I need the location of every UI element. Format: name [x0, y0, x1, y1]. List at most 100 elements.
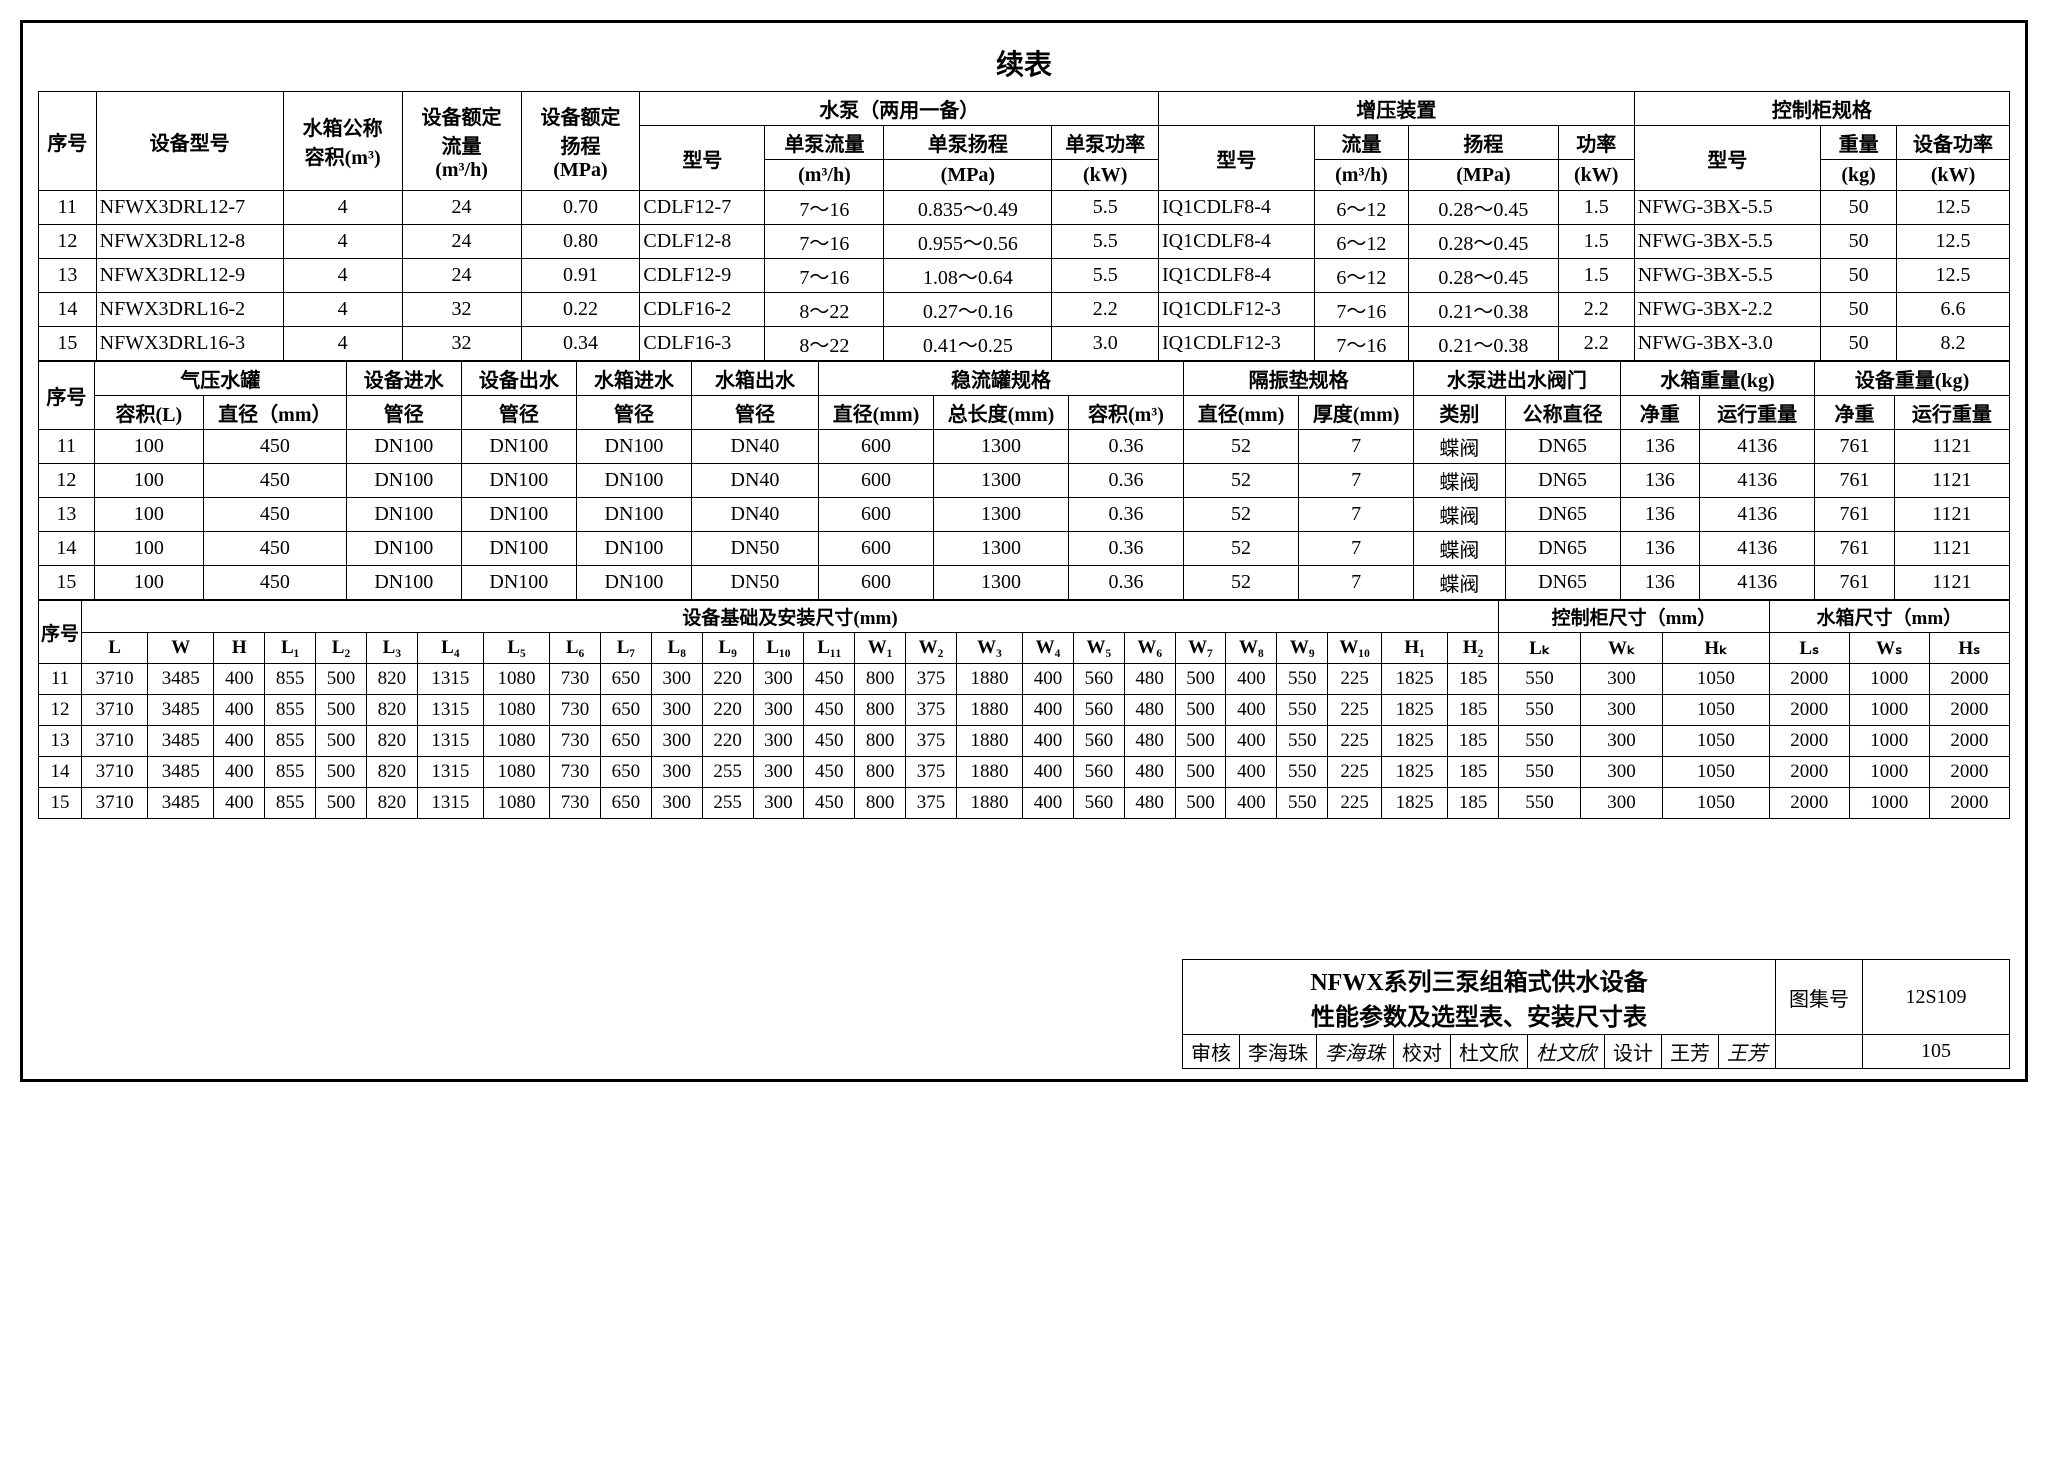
- cell: 1880: [956, 788, 1022, 819]
- cell: 2000: [1929, 757, 2009, 788]
- page-spacer: [1776, 1035, 1863, 1069]
- h2-in: 设备进水: [346, 362, 461, 396]
- h2-pad: 隔振垫规格: [1184, 362, 1414, 396]
- cell: 761: [1815, 532, 1895, 566]
- cell: 12.5: [1897, 259, 2010, 293]
- cell: 136: [1620, 430, 1700, 464]
- cell: 1050: [1662, 726, 1769, 757]
- cell: 300: [651, 664, 702, 695]
- cell: 500: [316, 757, 367, 788]
- cell: 0.80: [521, 225, 640, 259]
- cell: 1825: [1382, 695, 1448, 726]
- cell: 24: [402, 191, 521, 225]
- cell: NFWG-3BX-3.0: [1634, 327, 1820, 361]
- h3-tank: 水箱尺寸（mm）: [1769, 601, 2009, 633]
- cell: 560: [1073, 726, 1124, 757]
- dim-col: L₃: [366, 633, 417, 664]
- cell: 400: [1226, 757, 1277, 788]
- cell: 761: [1815, 566, 1895, 600]
- cell: 1.5: [1558, 225, 1634, 259]
- cell: 13: [39, 259, 97, 293]
- cell: 3485: [148, 726, 214, 757]
- cell: 1825: [1382, 757, 1448, 788]
- cell: 820: [366, 726, 417, 757]
- cell: 1121: [1894, 532, 2009, 566]
- cell: 11: [39, 191, 97, 225]
- cell: 1315: [417, 726, 483, 757]
- h2-vt: 类别: [1414, 396, 1505, 430]
- cell: 855: [265, 757, 316, 788]
- h-dp: 设备功率: [1897, 126, 2010, 160]
- cell: DN100: [576, 532, 691, 566]
- h2-pt: 厚度(mm): [1299, 396, 1414, 430]
- cell: 1121: [1894, 498, 2009, 532]
- cell: 500: [316, 664, 367, 695]
- h2-tr: 运行重量: [1700, 396, 1815, 430]
- cell: 1300: [934, 430, 1069, 464]
- table-row: 1237103485400855500820131510807306503002…: [39, 695, 2010, 726]
- cell: 4136: [1700, 464, 1815, 498]
- dim-col: L₁: [265, 633, 316, 664]
- cell: 32: [402, 327, 521, 361]
- cell: 550: [1499, 757, 1581, 788]
- h-ph: 单泵扬程: [884, 126, 1052, 160]
- table-row: 14NFWX3DRL16-24320.22CDLF16-28～220.27～0.…: [39, 293, 2010, 327]
- cell: 855: [265, 664, 316, 695]
- cell: 2000: [1769, 664, 1849, 695]
- page-number: 105: [1863, 1035, 2010, 1069]
- cell: 1.5: [1558, 191, 1634, 225]
- cell: 400: [214, 695, 265, 726]
- cell: 0.91: [521, 259, 640, 293]
- cell: 300: [753, 726, 804, 757]
- cell: 52: [1184, 498, 1299, 532]
- dim-col: W₆: [1124, 633, 1175, 664]
- cell: 375: [906, 788, 957, 819]
- cell: 蝶阀: [1414, 532, 1505, 566]
- cell: 1300: [934, 566, 1069, 600]
- cell: 650: [600, 788, 651, 819]
- table-row: 15100450DN100DN100DN100DN5060013000.3652…: [39, 566, 2010, 600]
- cell: 6.6: [1897, 293, 2010, 327]
- cell: 4: [283, 225, 402, 259]
- cell: 400: [1226, 664, 1277, 695]
- atlas-label: 图集号: [1776, 960, 1863, 1035]
- cell: 400: [214, 726, 265, 757]
- cell: 12: [39, 464, 95, 498]
- cell: 5.5: [1052, 259, 1159, 293]
- cell: 7～16: [765, 191, 884, 225]
- sheet-title: 续表: [38, 43, 2010, 83]
- cell: 0.27～0.16: [884, 293, 1052, 327]
- h-pp: 单泵功率: [1052, 126, 1159, 160]
- cell: DN40: [692, 464, 819, 498]
- spec-table-1: 序号 设备型号 水箱公称容积(m³) 设备额定流量(m³/h) 设备额定扬程(M…: [38, 91, 2010, 361]
- cell: DN50: [692, 532, 819, 566]
- cell: 800: [855, 757, 906, 788]
- cell: 1121: [1894, 566, 2009, 600]
- cell: 400: [1226, 695, 1277, 726]
- dim-col: H₁: [1382, 633, 1448, 664]
- cell: 2.2: [1052, 293, 1159, 327]
- cell: 560: [1073, 664, 1124, 695]
- cell: 300: [1581, 757, 1663, 788]
- cell: DN65: [1505, 566, 1620, 600]
- dim-col: L₅: [483, 633, 549, 664]
- cell: 550: [1277, 757, 1328, 788]
- cell: 2.2: [1558, 327, 1634, 361]
- h2-p4: 管径: [692, 396, 819, 430]
- cell: 1000: [1849, 664, 1929, 695]
- cell: NFWG-3BX-5.5: [1634, 259, 1820, 293]
- u-bf: (m³/h): [1314, 160, 1408, 191]
- cell: 1080: [483, 695, 549, 726]
- cell: 220: [702, 695, 753, 726]
- cell: 0.22: [521, 293, 640, 327]
- cell: NFWX3DRL12-8: [96, 225, 283, 259]
- u-ph: (MPa): [884, 160, 1052, 191]
- h-tank-vol: 水箱公称容积(m³): [283, 92, 402, 191]
- cell: 0.70: [521, 191, 640, 225]
- cell: 1.08～0.64: [884, 259, 1052, 293]
- cell: 480: [1124, 726, 1175, 757]
- cell: 855: [265, 726, 316, 757]
- cell: 480: [1124, 664, 1175, 695]
- cell: 2000: [1769, 788, 1849, 819]
- cell: DN65: [1505, 498, 1620, 532]
